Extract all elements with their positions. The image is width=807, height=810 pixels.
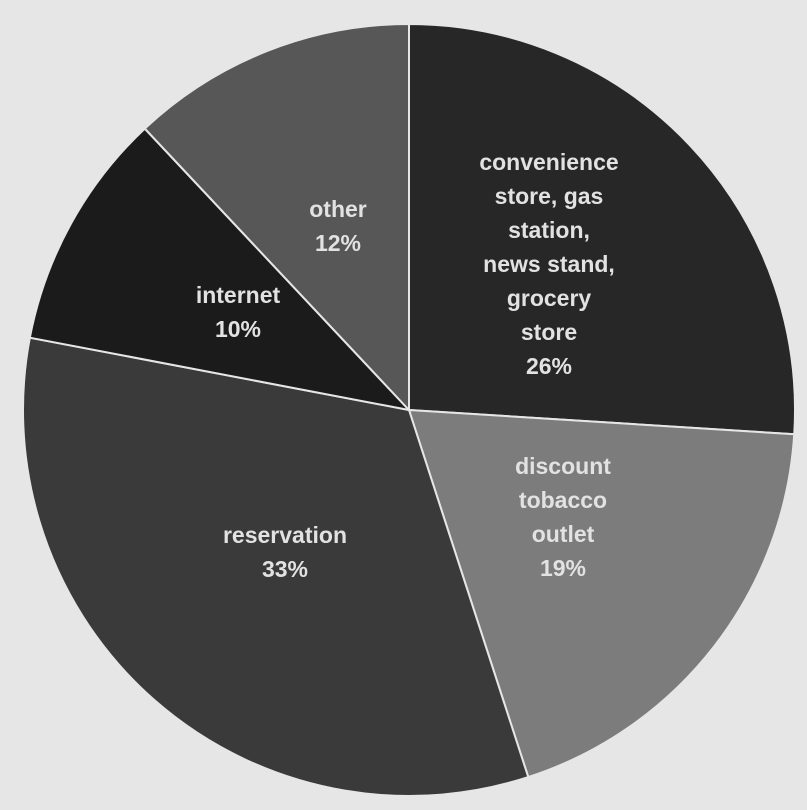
- pie-slice-3: [28, 127, 412, 412]
- pie-slice-1: [407, 408, 796, 779]
- slice-label-line: internet: [196, 282, 281, 308]
- slice-percent-label: 12%: [315, 230, 361, 256]
- slice-label-line: other: [309, 196, 367, 222]
- slice-label-line: discount: [515, 453, 611, 479]
- pie-slice-label-4: other 12%: [309, 196, 367, 256]
- pie-slice-label-3: internet 10%: [196, 282, 281, 342]
- slice-label-line: reservation: [223, 522, 347, 548]
- pie-slice-4: [143, 22, 410, 413]
- slice-label-line: station,: [508, 217, 590, 243]
- pie-slice-label-2: reservation 33%: [223, 522, 347, 582]
- slice-percent-label: 26%: [526, 353, 572, 379]
- slice-label-line: grocery: [507, 285, 592, 311]
- pie-slice-label-0: convenience store, gas station, news stand,…: [479, 149, 618, 379]
- slice-label-line: store: [521, 319, 577, 345]
- slice-percent-label: 10%: [215, 316, 261, 342]
- slice-label-line: news stand,: [483, 251, 615, 277]
- pie-slice-2: [22, 336, 530, 797]
- slice-label-line: store, gas: [495, 183, 604, 209]
- pie-slices: [22, 22, 796, 797]
- slice-label-line: tobacco: [519, 487, 607, 513]
- slice-label-line: outlet: [532, 521, 595, 547]
- slice-percent-label: 33%: [262, 556, 308, 582]
- slice-label-line: convenience: [479, 149, 618, 175]
- pie-labels: convenience store, gas station, news stand,…: [196, 149, 619, 582]
- pie-slice-label-1: discount tobacco outlet 19%: [515, 453, 611, 581]
- slice-percent-label: 19%: [540, 555, 586, 581]
- pie-slice-0: [408, 22, 796, 436]
